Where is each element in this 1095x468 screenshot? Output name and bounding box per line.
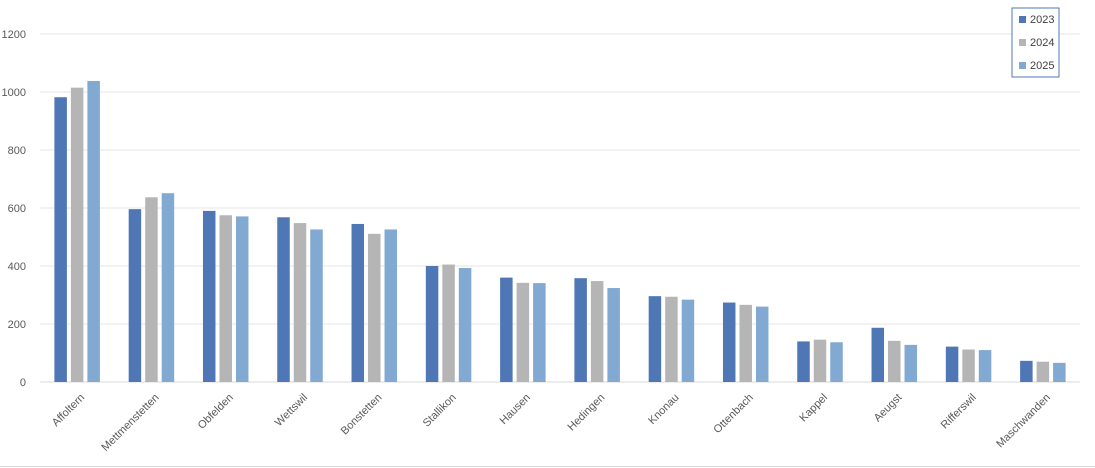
bar-2025-stallikon [458,268,472,382]
legend-swatch-2023 [1019,16,1026,23]
legend-label: 2023 [1030,14,1054,26]
bar-2024-knonau [665,296,678,382]
bar-2023-hedingen [574,278,587,382]
bar-2024-wettswil [293,223,307,382]
bar-2024-aeugst [888,340,901,382]
legend-label: 2025 [1030,60,1054,72]
y-tick-label: 200 [8,319,26,331]
bar-2025-obfelden [235,216,249,382]
x-tick-label: Hausen [498,392,533,427]
bar-2023-bonstetten [351,223,365,382]
bar-2024-ottenbach [739,304,752,382]
x-tick-label: Affoltern [50,392,87,429]
gridlines [40,33,1080,383]
bar-2024-rifferswil [962,349,975,382]
y-tick-label: 1200 [2,29,26,41]
y-tick-label: 800 [8,145,26,157]
bar-2023-rifferswil [945,346,959,382]
x-tick-label: Ottenbach [711,392,755,436]
x-tick-label: Stallikon [421,392,459,430]
bar-2024-affoltern [70,87,84,383]
bar-2025-knonau [681,299,695,382]
y-tick-label: 600 [8,203,26,215]
bar-2023-affoltern [54,97,67,382]
x-tick-label: Bonstetten [339,392,385,438]
x-tick-label: Rifferswil [939,392,979,432]
bar-2025-maschwanden [1053,362,1066,382]
x-tick-label: Maschwanden [994,392,1053,451]
bar-2025-rifferswil [978,350,992,382]
bar-2024-kappel [813,339,827,382]
x-tick-label: Aeugst [872,392,905,425]
x-axis-ticks: Affoltern Mettmenstetten Obfelden Wettswil B… [50,392,1053,454]
legend-swatch-2025 [1019,62,1026,69]
bar-2024-mettmenstetten [145,197,158,382]
bar-2025-bonstetten [384,229,398,382]
bar-2023-ottenbach [722,302,736,382]
bar-2023-stallikon [425,266,439,382]
bar-2024-hausen [516,282,530,382]
bar-2025-ottenbach [755,306,769,382]
y-tick-label: 1000 [2,87,26,99]
legend-label: 2024 [1030,37,1054,49]
bar-2023-maschwanden [1020,360,1033,382]
x-tick-label: Wettswil [273,392,310,429]
y-axis-ticks: 0 200 400 600 800 1000 1200 [2,29,26,389]
bar-2023-aeugst [871,327,885,382]
bar-2024-stallikon [442,264,455,382]
bar-2025-wettswil [310,229,323,382]
bar-2023-knonau [648,296,662,382]
bar-2025-kappel [830,342,843,382]
legend: 2023 2024 2025 [1011,7,1060,78]
x-tick-label: Knonau [646,392,681,427]
bar-2023-mettmenstetten [128,209,142,382]
bars [54,80,1066,383]
bar-2025-affoltern [87,80,100,382]
bar-2024-obfelden [219,215,232,382]
bar-2023-wettswil [277,217,290,382]
bar-2025-aeugst [904,344,918,382]
y-tick-label: 400 [8,261,26,273]
bar-2024-maschwanden [1036,361,1050,382]
x-tick-label: Hedingen [565,392,607,434]
bar-2025-mettmenstetten [161,193,175,382]
x-tick-label: Mettmenstetten [99,392,161,454]
legend-swatch-2024 [1019,39,1026,46]
bar-2025-hausen [533,283,546,382]
bar-2024-hedingen [590,281,604,382]
x-tick-label: Obfelden [196,392,236,432]
bar-2023-kappel [797,341,810,382]
bar-2025-hedingen [607,288,620,382]
bar-2023-obfelden [202,210,216,382]
bar-2023-hausen [500,277,513,382]
bottom-divider [0,466,1095,467]
x-tick-label: Kappel [797,392,830,425]
y-tick-label: 0 [20,377,26,389]
bar-2024-bonstetten [368,233,381,382]
